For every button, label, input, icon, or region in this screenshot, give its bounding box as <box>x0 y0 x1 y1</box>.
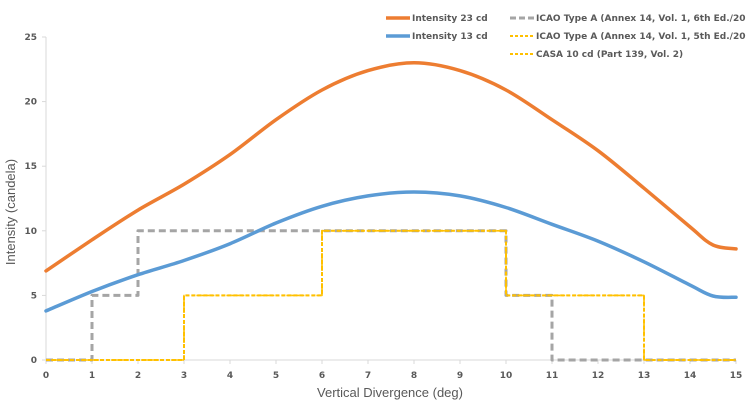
x-tick-label: 1 <box>89 371 95 381</box>
series-icao-2013-legend-label: ICAO Type A (Annex 14, Vol. 1, 6th Ed./2… <box>536 14 746 24</box>
x-tick-label: 8 <box>411 371 417 381</box>
y-tick-label: 10 <box>24 227 37 237</box>
series-casa-10cd-legend-label: CASA 10 cd (Part 139, Vol. 2) <box>536 50 683 60</box>
x-tick-label: 12 <box>592 371 605 381</box>
x-tick-label: 3 <box>181 371 187 381</box>
series-intensity-23cd-line <box>44 61 738 273</box>
x-tick-label: 15 <box>730 371 743 381</box>
y-tick-label: 15 <box>24 162 37 172</box>
x-tick-label: 13 <box>638 371 651 381</box>
y-tick-label: 5 <box>31 291 37 301</box>
legend: Intensity 23 cd Intensity 13 cd ICAO Type … <box>386 14 746 60</box>
series-intensity-23cd-legend-label: Intensity 23 cd <box>412 14 488 24</box>
series-icao-2009-legend-label: ICAO Type A (Annex 14, Vol. 1, 5th Ed./2… <box>536 32 746 42</box>
x-tick-label: 6 <box>319 371 325 381</box>
series-intensity-13cd-line <box>44 190 738 313</box>
x-tick-label: 5 <box>273 371 279 381</box>
x-tick-label: 2 <box>135 371 141 381</box>
series-layer <box>44 61 738 362</box>
y-tick-label: 20 <box>24 98 37 108</box>
x-tick-label: 7 <box>365 371 371 381</box>
x-axis-label: Vertical Divergence (deg) <box>317 385 463 400</box>
series-icao-2013-line <box>46 229 736 362</box>
y-axis-label: Intensity (candela) <box>3 159 18 265</box>
x-tick-label: 11 <box>546 371 559 381</box>
x-tick-label: 14 <box>684 371 697 381</box>
x-tick-label: 9 <box>457 371 463 381</box>
x-tick-label: 0 <box>43 371 49 381</box>
y-tick-label: 0 <box>31 356 37 366</box>
y-tick-label: 25 <box>24 33 37 43</box>
x-tick-label: 4 <box>227 371 233 381</box>
x-tick-label: 10 <box>500 371 513 381</box>
series-icao-2009-line <box>46 230 736 361</box>
series-intensity-13cd-legend-label: Intensity 13 cd <box>412 32 488 42</box>
